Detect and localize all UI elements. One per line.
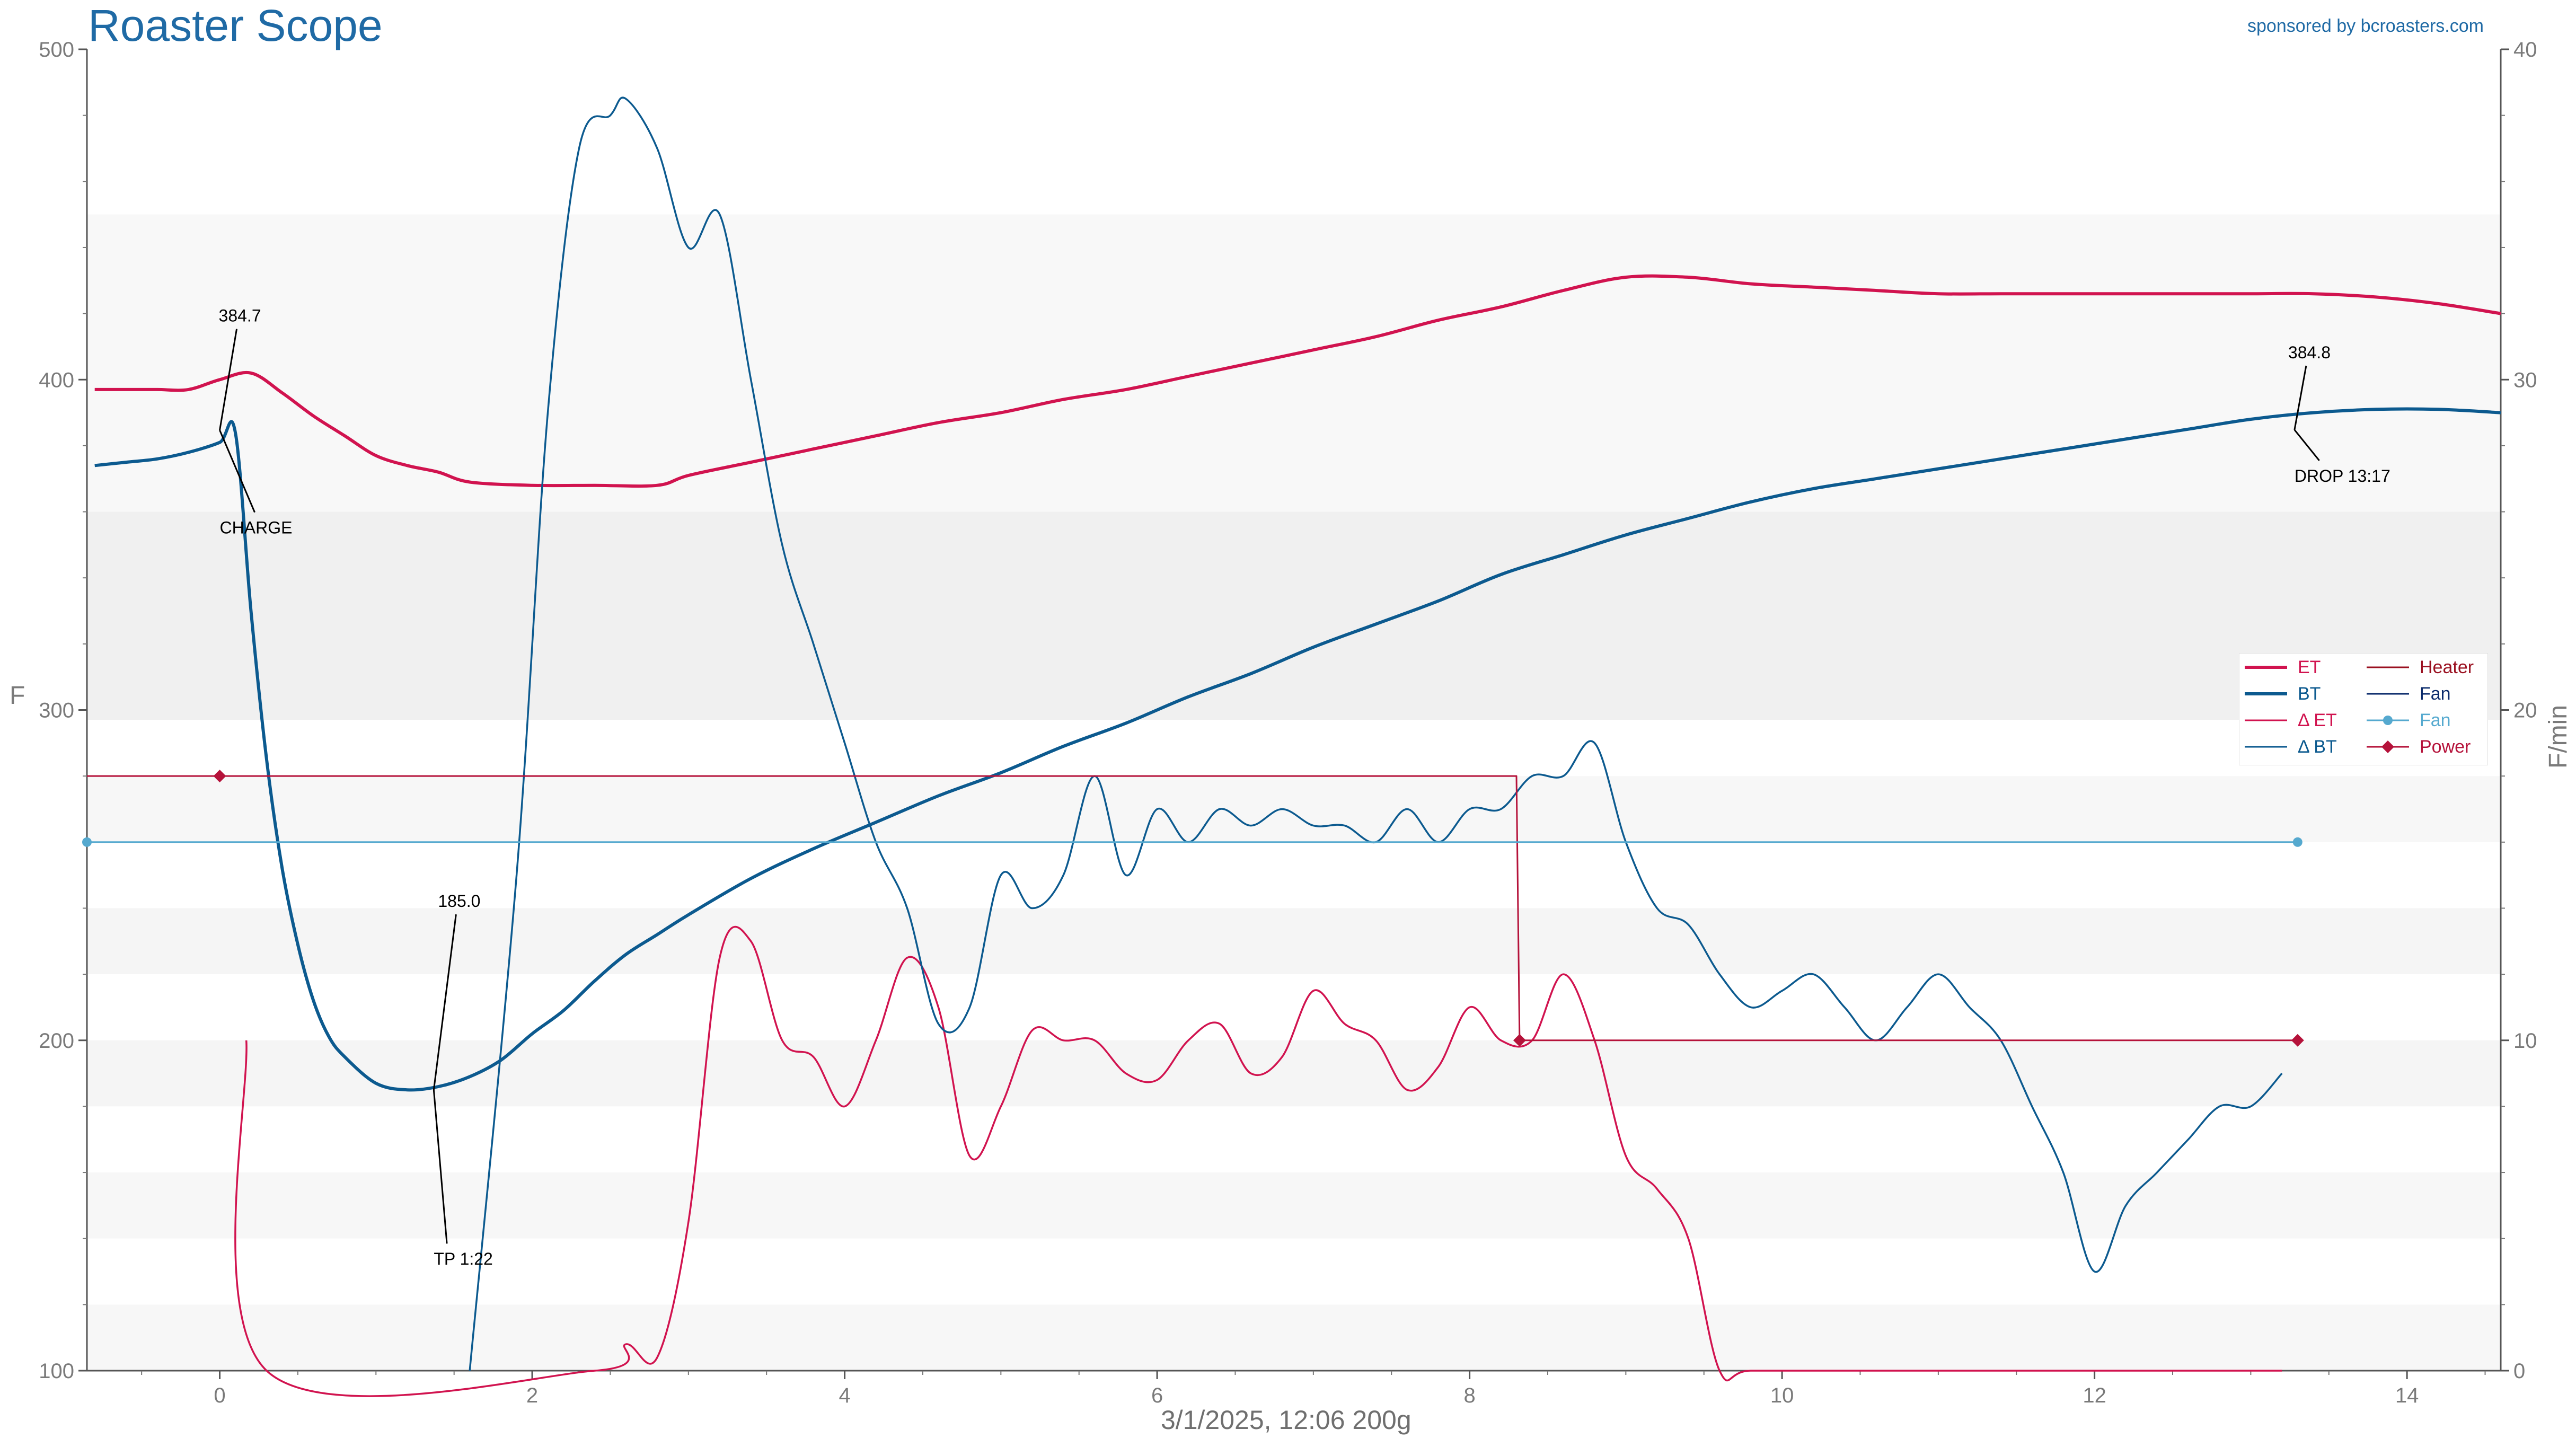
legend-swatch bbox=[2367, 710, 2409, 731]
legend-item-fan[interactable]: Fan bbox=[2367, 681, 2451, 707]
event-annotations: 384.7 CHARGE 185.0 TP 1:22 384.8 DROP 13:17 bbox=[219, 306, 2390, 1269]
power-point bbox=[2291, 1034, 2304, 1047]
legend-label: Fan bbox=[2420, 710, 2451, 730]
background-band bbox=[87, 49, 2501, 215]
legend-item-heater[interactable]: Heater bbox=[2367, 655, 2474, 680]
y-tick-label: 200 bbox=[39, 1029, 74, 1053]
legend-swatch-graphic bbox=[2245, 746, 2287, 748]
legend-item-et[interactable]: ET bbox=[2245, 655, 2321, 680]
event-name-leader bbox=[433, 1090, 448, 1244]
legend-swatch bbox=[2367, 736, 2409, 757]
event-value-label: 384.8 bbox=[2288, 343, 2331, 362]
background-band bbox=[87, 1304, 2501, 1371]
legend-item-delta-bt[interactable]: Δ BT bbox=[2245, 734, 2337, 760]
x-tick-label: 12 bbox=[2083, 1384, 2106, 1407]
y-axis-label: F bbox=[10, 682, 25, 710]
y2-tick-label: 10 bbox=[2513, 1029, 2537, 1053]
background-band bbox=[87, 1040, 2501, 1107]
background-band bbox=[87, 908, 2501, 975]
series-lines bbox=[82, 96, 2501, 1397]
event-name-label: DROP 13:17 bbox=[2295, 466, 2390, 486]
x-tick-label: 14 bbox=[2395, 1384, 2419, 1407]
series-line-et bbox=[94, 274, 2501, 488]
event-value-label: 384.7 bbox=[219, 306, 261, 325]
legend-swatch bbox=[2367, 683, 2409, 704]
background-band bbox=[87, 720, 2501, 777]
x-tick-label: 4 bbox=[839, 1384, 850, 1407]
event-name-leader bbox=[2293, 429, 2320, 461]
event-value-leader bbox=[2293, 365, 2307, 430]
legend-swatch-graphic bbox=[2367, 740, 2409, 753]
event-name-label: CHARGE bbox=[220, 518, 293, 537]
legend-swatch-graphic bbox=[2245, 666, 2287, 669]
event-value-leader bbox=[433, 914, 457, 1090]
fan-point bbox=[82, 837, 92, 847]
y2-tick-label: 30 bbox=[2513, 368, 2537, 392]
background-band bbox=[87, 1106, 2501, 1173]
legend-label: Fan bbox=[2420, 683, 2451, 704]
legend-swatch bbox=[2245, 710, 2287, 731]
event-value-label: 185.0 bbox=[438, 892, 480, 911]
x-tick-label: 6 bbox=[1151, 1384, 1163, 1407]
page-title: Roaster Scope bbox=[88, 1, 383, 50]
legend-item-power[interactable]: Power bbox=[2367, 734, 2471, 760]
legend-swatch bbox=[2245, 683, 2287, 704]
x-tick-label: 0 bbox=[214, 1384, 225, 1407]
series-line-delta-bt bbox=[469, 96, 2283, 1371]
y2-tick-label: 40 bbox=[2513, 38, 2537, 61]
legend-item-fan-setting[interactable]: Fan bbox=[2367, 708, 2451, 733]
legend-swatch bbox=[2245, 657, 2287, 678]
fan-point bbox=[2292, 837, 2302, 847]
power-point bbox=[1513, 1034, 1526, 1047]
background-band bbox=[87, 511, 2501, 720]
roast-subtitle: 3/1/2025, 12:06 200g bbox=[1161, 1405, 1411, 1435]
background-band bbox=[87, 1172, 2501, 1239]
series-line-bt bbox=[94, 407, 2501, 1092]
legend-swatch-graphic bbox=[2245, 692, 2287, 695]
sponsor-link[interactable]: sponsored by bcroasters.com bbox=[2247, 16, 2484, 36]
event-name-label: TP 1:22 bbox=[434, 1249, 492, 1268]
x-tick-label: 2 bbox=[526, 1384, 538, 1407]
event-value-leader bbox=[219, 329, 238, 430]
background-band bbox=[87, 1238, 2501, 1305]
y-tick-label: 100 bbox=[39, 1360, 74, 1383]
y-tick-label: 400 bbox=[39, 368, 74, 392]
legend-swatch-graphic bbox=[2367, 716, 2409, 725]
legend-swatch bbox=[2245, 736, 2287, 757]
legend-label: Δ ET bbox=[2298, 710, 2337, 730]
legend-swatch-graphic bbox=[2367, 693, 2409, 695]
series-line-heater bbox=[87, 775, 2298, 1042]
legend-swatch-graphic bbox=[2245, 719, 2287, 721]
legend-swatch-diamond bbox=[2381, 740, 2394, 753]
y2-tick-label: 20 bbox=[2513, 699, 2537, 722]
x-tick-label: 10 bbox=[1770, 1384, 1794, 1407]
power-point bbox=[213, 770, 226, 783]
x-tick-label: 8 bbox=[1463, 1384, 1475, 1407]
legend-item-delta-et[interactable]: Δ ET bbox=[2245, 708, 2337, 733]
background-bands bbox=[87, 49, 2501, 1371]
background-band bbox=[87, 842, 2501, 908]
legend-label: ET bbox=[2298, 657, 2321, 677]
background-band bbox=[87, 214, 2501, 512]
legend-swatch bbox=[2367, 657, 2409, 678]
legend-label: BT bbox=[2298, 683, 2321, 704]
legend-swatch-graphic bbox=[2367, 666, 2409, 668]
legend-label: Heater bbox=[2420, 657, 2474, 677]
legend-item-bt[interactable]: BT bbox=[2245, 681, 2321, 707]
y2-tick-label: 0 bbox=[2513, 1360, 2525, 1383]
legend-label: Δ BT bbox=[2298, 736, 2337, 757]
series-line-delta-et bbox=[234, 925, 2282, 1397]
legend-label: Power bbox=[2420, 736, 2471, 757]
y-tick-label: 300 bbox=[39, 699, 74, 722]
y2-axis-label: F/min bbox=[2544, 705, 2572, 769]
legend-swatch-dot bbox=[2383, 716, 2393, 725]
legend: ET BT Δ ET Δ BT Heater Fan Fan Power bbox=[2239, 653, 2488, 765]
event-name-leader bbox=[219, 430, 255, 513]
y-tick-label: 500 bbox=[39, 38, 74, 61]
background-band bbox=[87, 776, 2501, 842]
